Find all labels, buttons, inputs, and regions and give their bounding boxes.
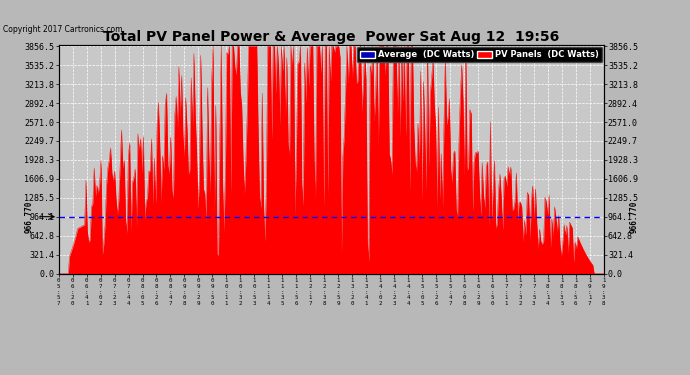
Text: Copyright 2017 Cartronics.com: Copyright 2017 Cartronics.com [3,25,123,34]
Text: 966.770: 966.770 [24,201,33,233]
Legend: Average  (DC Watts), PV Panels  (DC Watts): Average (DC Watts), PV Panels (DC Watts) [357,46,602,62]
Text: 966.770: 966.770 [629,201,638,233]
Title: Total PV Panel Power & Average  Power Sat Aug 12  19:56: Total PV Panel Power & Average Power Sat… [103,30,560,44]
